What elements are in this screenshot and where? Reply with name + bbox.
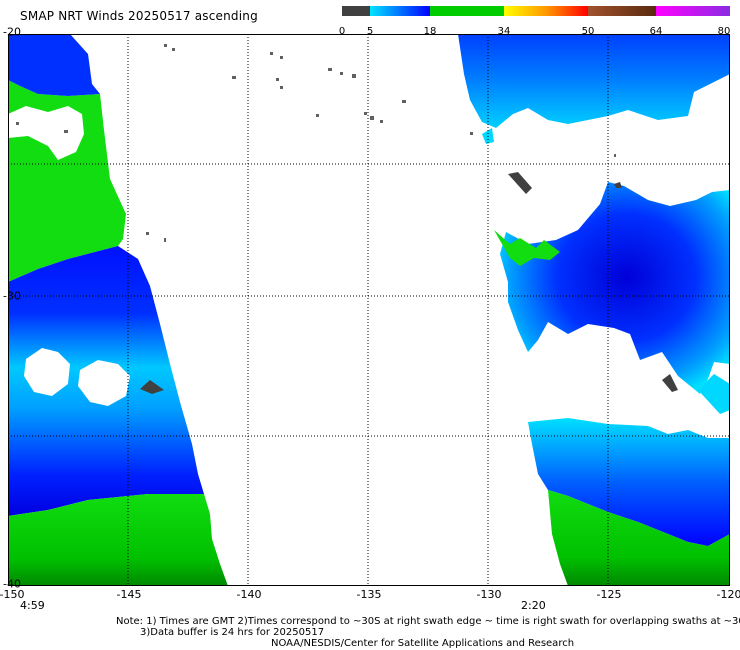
swath-time-left: 4:59	[20, 599, 45, 612]
right-swath-cyan-edge	[698, 374, 730, 414]
left-swath-gap-2	[78, 360, 130, 406]
lon-label-135: -135	[356, 588, 382, 601]
island-right-3	[614, 182, 622, 188]
colorbar-segment-5-18	[370, 6, 430, 16]
note-line-3: NOAA/NESDIS/Center for Satellite Applica…	[271, 638, 575, 649]
map-title: SMAP NRT Winds 20250517 ascending	[20, 9, 258, 23]
lon-label-145: -145	[116, 588, 142, 601]
left-swath-gap-top	[8, 106, 84, 160]
colorbar-label-34: 34	[497, 26, 511, 37]
right-swath-top	[458, 34, 730, 128]
colorbar-label-0: 0	[338, 26, 346, 37]
lon-label-150: -150	[0, 588, 25, 601]
left-swath-gap-1	[24, 348, 70, 396]
colorbar-label-64: 64	[649, 26, 663, 37]
lat-label-40: -40	[3, 577, 21, 591]
colorbar-label-50: 50	[581, 26, 595, 37]
lat-label-20: -20	[3, 25, 21, 39]
graticule	[8, 34, 730, 586]
right-swath-green-patch	[494, 230, 560, 266]
left-swath-blue-top	[8, 34, 100, 96]
colorbar-segment-0-5	[342, 6, 370, 16]
lon-label-120: -120	[716, 588, 740, 601]
left-swath-green-bottom	[8, 494, 228, 586]
colorbar-segment-34-50	[504, 6, 588, 16]
lon-label-130: -130	[476, 588, 502, 601]
note-line-1: Note: 1) Times are GMT 2)Times correspon…	[116, 616, 740, 627]
colorbar-segment-50-64	[588, 6, 656, 16]
colorbar-label-80: 80	[717, 26, 731, 37]
wind-map-svg	[8, 34, 730, 586]
lat-label-30: -30	[3, 289, 21, 303]
wind-speed-colorbar: 0 5 18 34 50 64 80	[339, 6, 730, 37]
note-line-2: 3)Data buffer is 24 hrs for 20250517	[140, 627, 325, 638]
island-left-swath	[140, 380, 164, 394]
island-right-2	[662, 374, 678, 392]
right-swath-bottom-blue	[528, 418, 730, 546]
wind-map	[8, 34, 730, 586]
island-right-1	[508, 172, 532, 194]
swath-time-right: 2:20	[521, 599, 546, 612]
colorbar-label-5: 5	[366, 26, 374, 37]
colorbar-segment-64-80	[656, 6, 730, 16]
colorbar-segment-18-34	[430, 6, 504, 16]
lon-label-125: -125	[596, 588, 622, 601]
lon-label-140: -140	[236, 588, 262, 601]
colorbar-label-18: 18	[423, 26, 437, 37]
right-swath-middle	[500, 182, 730, 394]
right-swath-bottom-green	[548, 490, 730, 586]
